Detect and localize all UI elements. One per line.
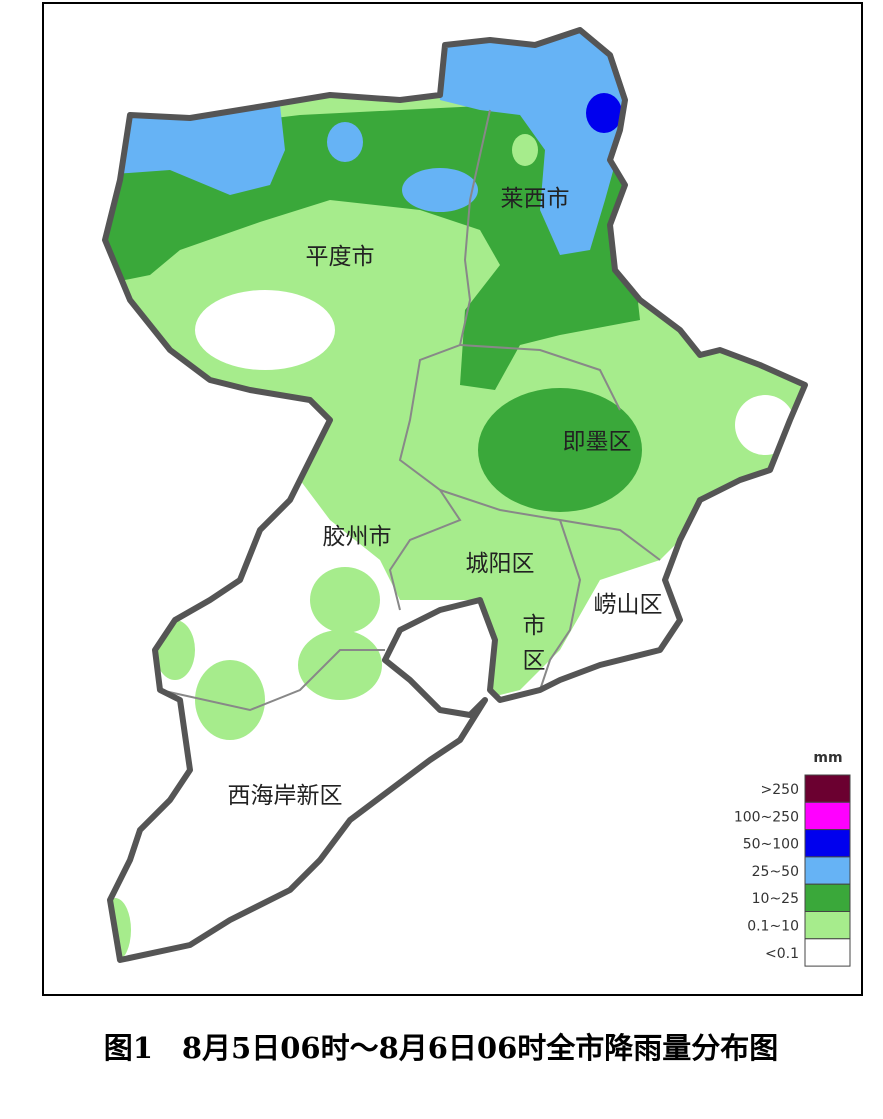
legend-label: >250 [761, 782, 799, 798]
field-none [195, 290, 335, 370]
legend-label: 0.1~10 [747, 919, 799, 935]
district-label: 西海岸新区 [228, 783, 343, 809]
legend-label: 10~25 [752, 891, 799, 907]
field-heavy [430, 30, 640, 255]
legend-unit: mm [813, 750, 842, 766]
field-light [310, 567, 380, 633]
legend-label: 25~50 [752, 864, 799, 880]
legend-label: <0.1 [765, 946, 799, 962]
legend-swatch [804, 911, 851, 940]
district-label: 市区 [518, 613, 545, 683]
field-light [195, 660, 265, 740]
legend-label: 100~250 [734, 809, 799, 825]
district-label: 胶州市 [323, 524, 392, 550]
legend-swatch [804, 774, 851, 803]
legend-swatch [804, 938, 851, 967]
district-label: 平度市 [306, 244, 375, 270]
district-borders [159, 109, 661, 712]
district-label: 莱西市 [501, 186, 570, 212]
legend-label: 50~100 [743, 837, 799, 853]
district-label: 崂山区 [594, 592, 663, 618]
field-storm [586, 93, 622, 133]
legend-swatch [804, 883, 851, 913]
field-heavy [327, 122, 363, 162]
field-light [512, 134, 538, 166]
field-moderate [478, 388, 642, 512]
field-heavy [105, 100, 285, 195]
field-light [298, 630, 382, 700]
district-label: 城阳区 [466, 551, 535, 577]
district-label: 即墨区 [563, 429, 632, 455]
field-heavy [402, 168, 478, 212]
legend-swatch [804, 856, 851, 885]
legend-swatch [804, 829, 851, 858]
caption: 图1 8月5日06时～8月6日06时全市降雨量分布图 [104, 1031, 779, 1065]
legend-swatch [804, 801, 851, 831]
